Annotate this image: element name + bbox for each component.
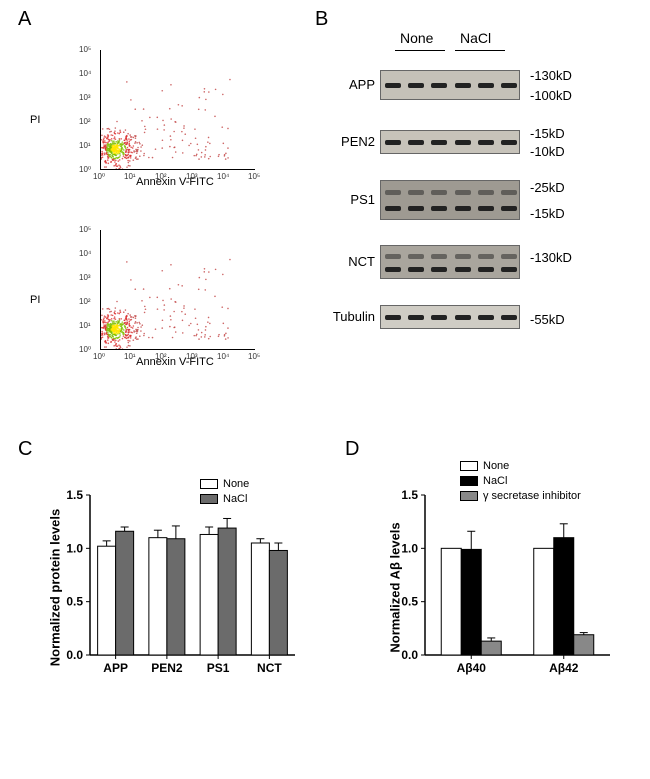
scatter2-svg [101, 230, 255, 349]
blot-size-PEN2-0: -15kD [530, 126, 565, 141]
svg-text:0.5: 0.5 [66, 595, 83, 609]
svg-text:Aβ42: Aβ42 [549, 661, 579, 675]
blot-size-NCT-0: -130kD [530, 250, 572, 265]
legend-item: None [460, 460, 581, 472]
blot-size-APP-1: -100kD [530, 88, 572, 103]
chart-d-ylabel: Normalized Aβ levels [388, 498, 403, 678]
svg-text:APP: APP [103, 661, 128, 675]
blot-header-nacl: NaCl [460, 30, 491, 46]
blot-APP [380, 70, 520, 100]
blot-label-Tubulin: Tubulin [330, 309, 375, 324]
scatter1-x-label: Annexin V-FITC [136, 176, 214, 188]
scatter-plot-1: PI 10⁰10⁰10¹10¹10²10²10³10³10⁴10⁴10⁵10⁵ … [60, 40, 260, 200]
legend-c: None NaCl [200, 478, 249, 508]
panel-a-label: A [18, 8, 31, 31]
blot-label-PEN2: PEN2 [330, 134, 375, 149]
blot-header-none: None [400, 30, 433, 46]
blot-label-APP: APP [330, 77, 375, 92]
panel-d-label: D [345, 438, 359, 461]
svg-text:NCT: NCT [257, 661, 282, 675]
svg-text:0.0: 0.0 [401, 648, 418, 662]
legend-d: None NaCl γ secretase inhibitor [460, 460, 581, 505]
panel-b-label: B [315, 8, 328, 31]
legend-item: NaCl [200, 493, 249, 505]
svg-text:PS1: PS1 [207, 661, 230, 675]
svg-text:1.5: 1.5 [401, 488, 418, 502]
svg-text:PEN2: PEN2 [151, 661, 183, 675]
blot-size-PS1-0: -25kD [530, 180, 565, 195]
blot-size-Tubulin-0: -55kD [530, 312, 565, 327]
legend-item: None [200, 478, 249, 490]
blot-label-PS1: PS1 [330, 192, 375, 207]
blot-size-APP-0: -130kD [530, 68, 572, 83]
scatter2-x-label: Annexin V-FITC [136, 356, 214, 368]
blot-size-PS1-1: -15kD [530, 206, 565, 221]
chart-c: Normalized protein levels 0.00.51.01.5AP… [70, 490, 300, 700]
svg-text:0.0: 0.0 [66, 648, 83, 662]
blot-NCT [380, 245, 520, 279]
svg-text:1.0: 1.0 [401, 541, 418, 555]
svg-text:Aβ40: Aβ40 [457, 661, 487, 675]
blot-PS1 [380, 180, 520, 220]
chart-c-ylabel: Normalized protein levels [48, 493, 63, 683]
blot-size-PEN2-1: -10kD [530, 144, 565, 159]
blot-label-NCT: NCT [330, 254, 375, 269]
scatter1-y-label: PI [30, 114, 40, 126]
svg-text:0.5: 0.5 [401, 595, 418, 609]
legend-item: γ secretase inhibitor [460, 490, 581, 502]
svg-text:1.5: 1.5 [66, 488, 83, 502]
chart-d: Normalized Aβ levels 0.00.51.01.5Aβ40Aβ4… [405, 490, 615, 700]
legend-item: NaCl [460, 475, 581, 487]
blot-PEN2 [380, 130, 520, 154]
scatter-plot-2: PI 10⁰10⁰10¹10¹10²10²10³10³10⁴10⁴10⁵10⁵ … [60, 220, 260, 380]
chart-c-svg: 0.00.51.01.5APPPEN2PS1NCT [70, 490, 300, 700]
svg-text:1.0: 1.0 [66, 541, 83, 555]
scatter2-y-label: PI [30, 294, 40, 306]
panel-c-label: C [18, 438, 32, 461]
scatter1-area: 10⁰10⁰10¹10¹10²10²10³10³10⁴10⁴10⁵10⁵ [100, 50, 255, 170]
header-line-nacl [455, 50, 505, 51]
blot-Tubulin [380, 305, 520, 329]
scatter1-svg [101, 50, 255, 169]
header-line-none [395, 50, 445, 51]
scatter2-area: 10⁰10⁰10¹10¹10²10²10³10³10⁴10⁴10⁵10⁵ [100, 230, 255, 350]
chart-d-svg: 0.00.51.01.5Aβ40Aβ42 [405, 490, 615, 700]
